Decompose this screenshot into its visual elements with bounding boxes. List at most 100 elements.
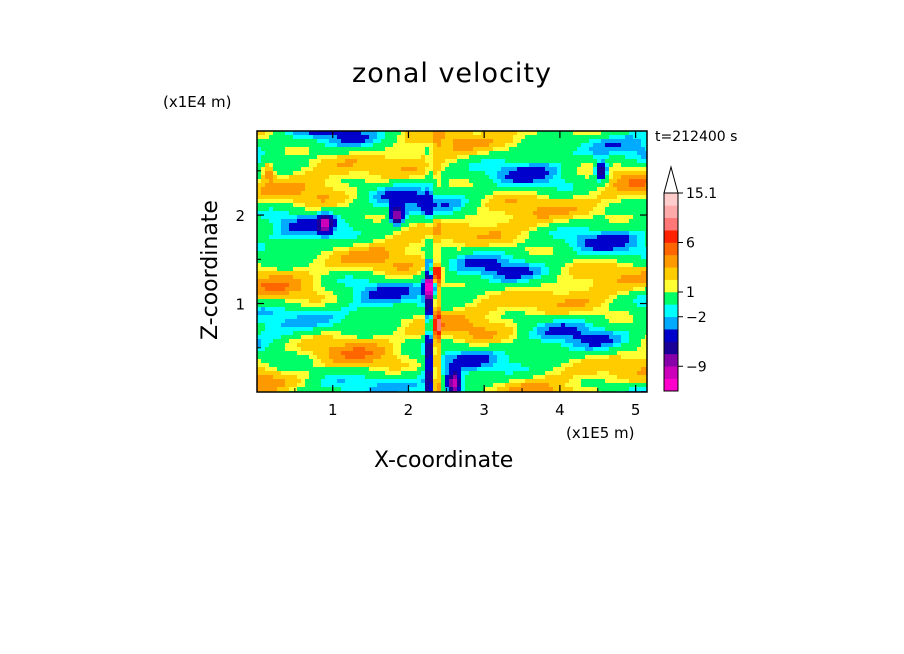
field-cell bbox=[265, 239, 270, 244]
field-cell bbox=[353, 323, 358, 328]
field-cell bbox=[633, 259, 638, 264]
field-cell bbox=[553, 207, 558, 212]
field-cell bbox=[545, 131, 550, 136]
field-cell bbox=[369, 187, 374, 192]
field-cell bbox=[505, 211, 510, 216]
field-cell bbox=[453, 159, 458, 164]
field-cell bbox=[461, 315, 466, 320]
field-cell bbox=[613, 223, 618, 228]
field-cell bbox=[613, 239, 618, 244]
field-cell bbox=[573, 331, 578, 336]
field-cell bbox=[401, 191, 406, 196]
field-cell bbox=[589, 167, 594, 172]
field-cell bbox=[641, 239, 646, 244]
field-cell bbox=[521, 139, 526, 144]
field-cell bbox=[573, 131, 578, 136]
field-cell bbox=[481, 271, 486, 276]
field-cell bbox=[289, 183, 294, 188]
field-cell bbox=[365, 159, 370, 164]
field-cell bbox=[581, 171, 586, 176]
field-cell bbox=[325, 319, 330, 324]
field-cell bbox=[345, 243, 350, 248]
field-cell bbox=[425, 287, 430, 292]
field-cell bbox=[373, 155, 378, 160]
field-cell bbox=[281, 187, 286, 192]
field-cell bbox=[573, 275, 578, 280]
field-cell bbox=[345, 187, 350, 192]
field-cell bbox=[553, 279, 558, 284]
field-cell bbox=[529, 219, 534, 224]
field-cell bbox=[345, 155, 350, 160]
field-cell bbox=[605, 267, 610, 272]
field-cell bbox=[525, 247, 530, 252]
field-cell bbox=[381, 219, 386, 224]
field-cell bbox=[325, 151, 330, 156]
field-cell bbox=[453, 319, 458, 324]
field-cell bbox=[585, 311, 590, 316]
field-cell bbox=[509, 175, 514, 180]
field-cell bbox=[577, 143, 582, 148]
field-cell bbox=[381, 211, 386, 216]
field-cell bbox=[457, 143, 462, 148]
field-cell bbox=[525, 211, 530, 216]
field-cell bbox=[457, 259, 462, 264]
field-cell bbox=[509, 163, 514, 168]
field-cell bbox=[489, 263, 494, 268]
field-cell bbox=[265, 247, 270, 252]
field-cell bbox=[277, 227, 282, 232]
field-cell bbox=[309, 315, 314, 320]
field-cell bbox=[601, 155, 606, 160]
field-cell bbox=[377, 311, 382, 316]
field-cell bbox=[381, 143, 386, 148]
field-cell bbox=[513, 267, 518, 272]
field-cell bbox=[305, 131, 310, 136]
field-cell bbox=[549, 255, 554, 260]
field-cell bbox=[541, 183, 546, 188]
field-cell bbox=[393, 267, 398, 272]
field-cell bbox=[445, 187, 450, 192]
field-cell bbox=[473, 243, 478, 248]
field-cell bbox=[377, 215, 382, 220]
field-cell bbox=[549, 211, 554, 216]
field-cell bbox=[425, 183, 430, 188]
field-cell bbox=[357, 279, 362, 284]
field-cell bbox=[313, 331, 318, 336]
field-cell bbox=[461, 255, 466, 260]
field-cell bbox=[569, 215, 574, 220]
field-cell bbox=[317, 263, 322, 268]
field-cell bbox=[541, 143, 546, 148]
field-cell bbox=[385, 171, 390, 176]
field-cell bbox=[469, 135, 474, 140]
field-cell bbox=[281, 243, 286, 248]
field-cell bbox=[361, 279, 366, 284]
field-cell bbox=[457, 171, 462, 176]
field-cell bbox=[441, 207, 446, 212]
field-cell bbox=[489, 175, 494, 180]
field-cell bbox=[541, 131, 546, 136]
field-cell bbox=[309, 279, 314, 284]
field-cell bbox=[565, 315, 570, 320]
field-cell bbox=[349, 195, 354, 200]
field-cell bbox=[629, 179, 634, 184]
field-cell bbox=[509, 319, 514, 324]
field-cell bbox=[409, 143, 414, 148]
field-cell bbox=[261, 283, 266, 288]
field-cell bbox=[557, 255, 562, 260]
field-cell bbox=[301, 211, 306, 216]
field-cell bbox=[521, 303, 526, 308]
field-cell bbox=[281, 323, 286, 328]
field-cell bbox=[333, 219, 338, 224]
field-cell bbox=[317, 159, 322, 164]
field-cell bbox=[293, 143, 298, 148]
field-cell bbox=[465, 219, 470, 224]
field-cell bbox=[449, 151, 454, 156]
field-cell bbox=[593, 231, 598, 236]
field-cell bbox=[513, 299, 518, 304]
field-cell bbox=[609, 243, 614, 248]
field-cell bbox=[425, 155, 430, 160]
field-cell bbox=[281, 235, 286, 240]
field-cell bbox=[549, 247, 554, 252]
field-cell bbox=[341, 227, 346, 232]
field-cell bbox=[385, 323, 390, 328]
field-cell bbox=[477, 203, 482, 208]
